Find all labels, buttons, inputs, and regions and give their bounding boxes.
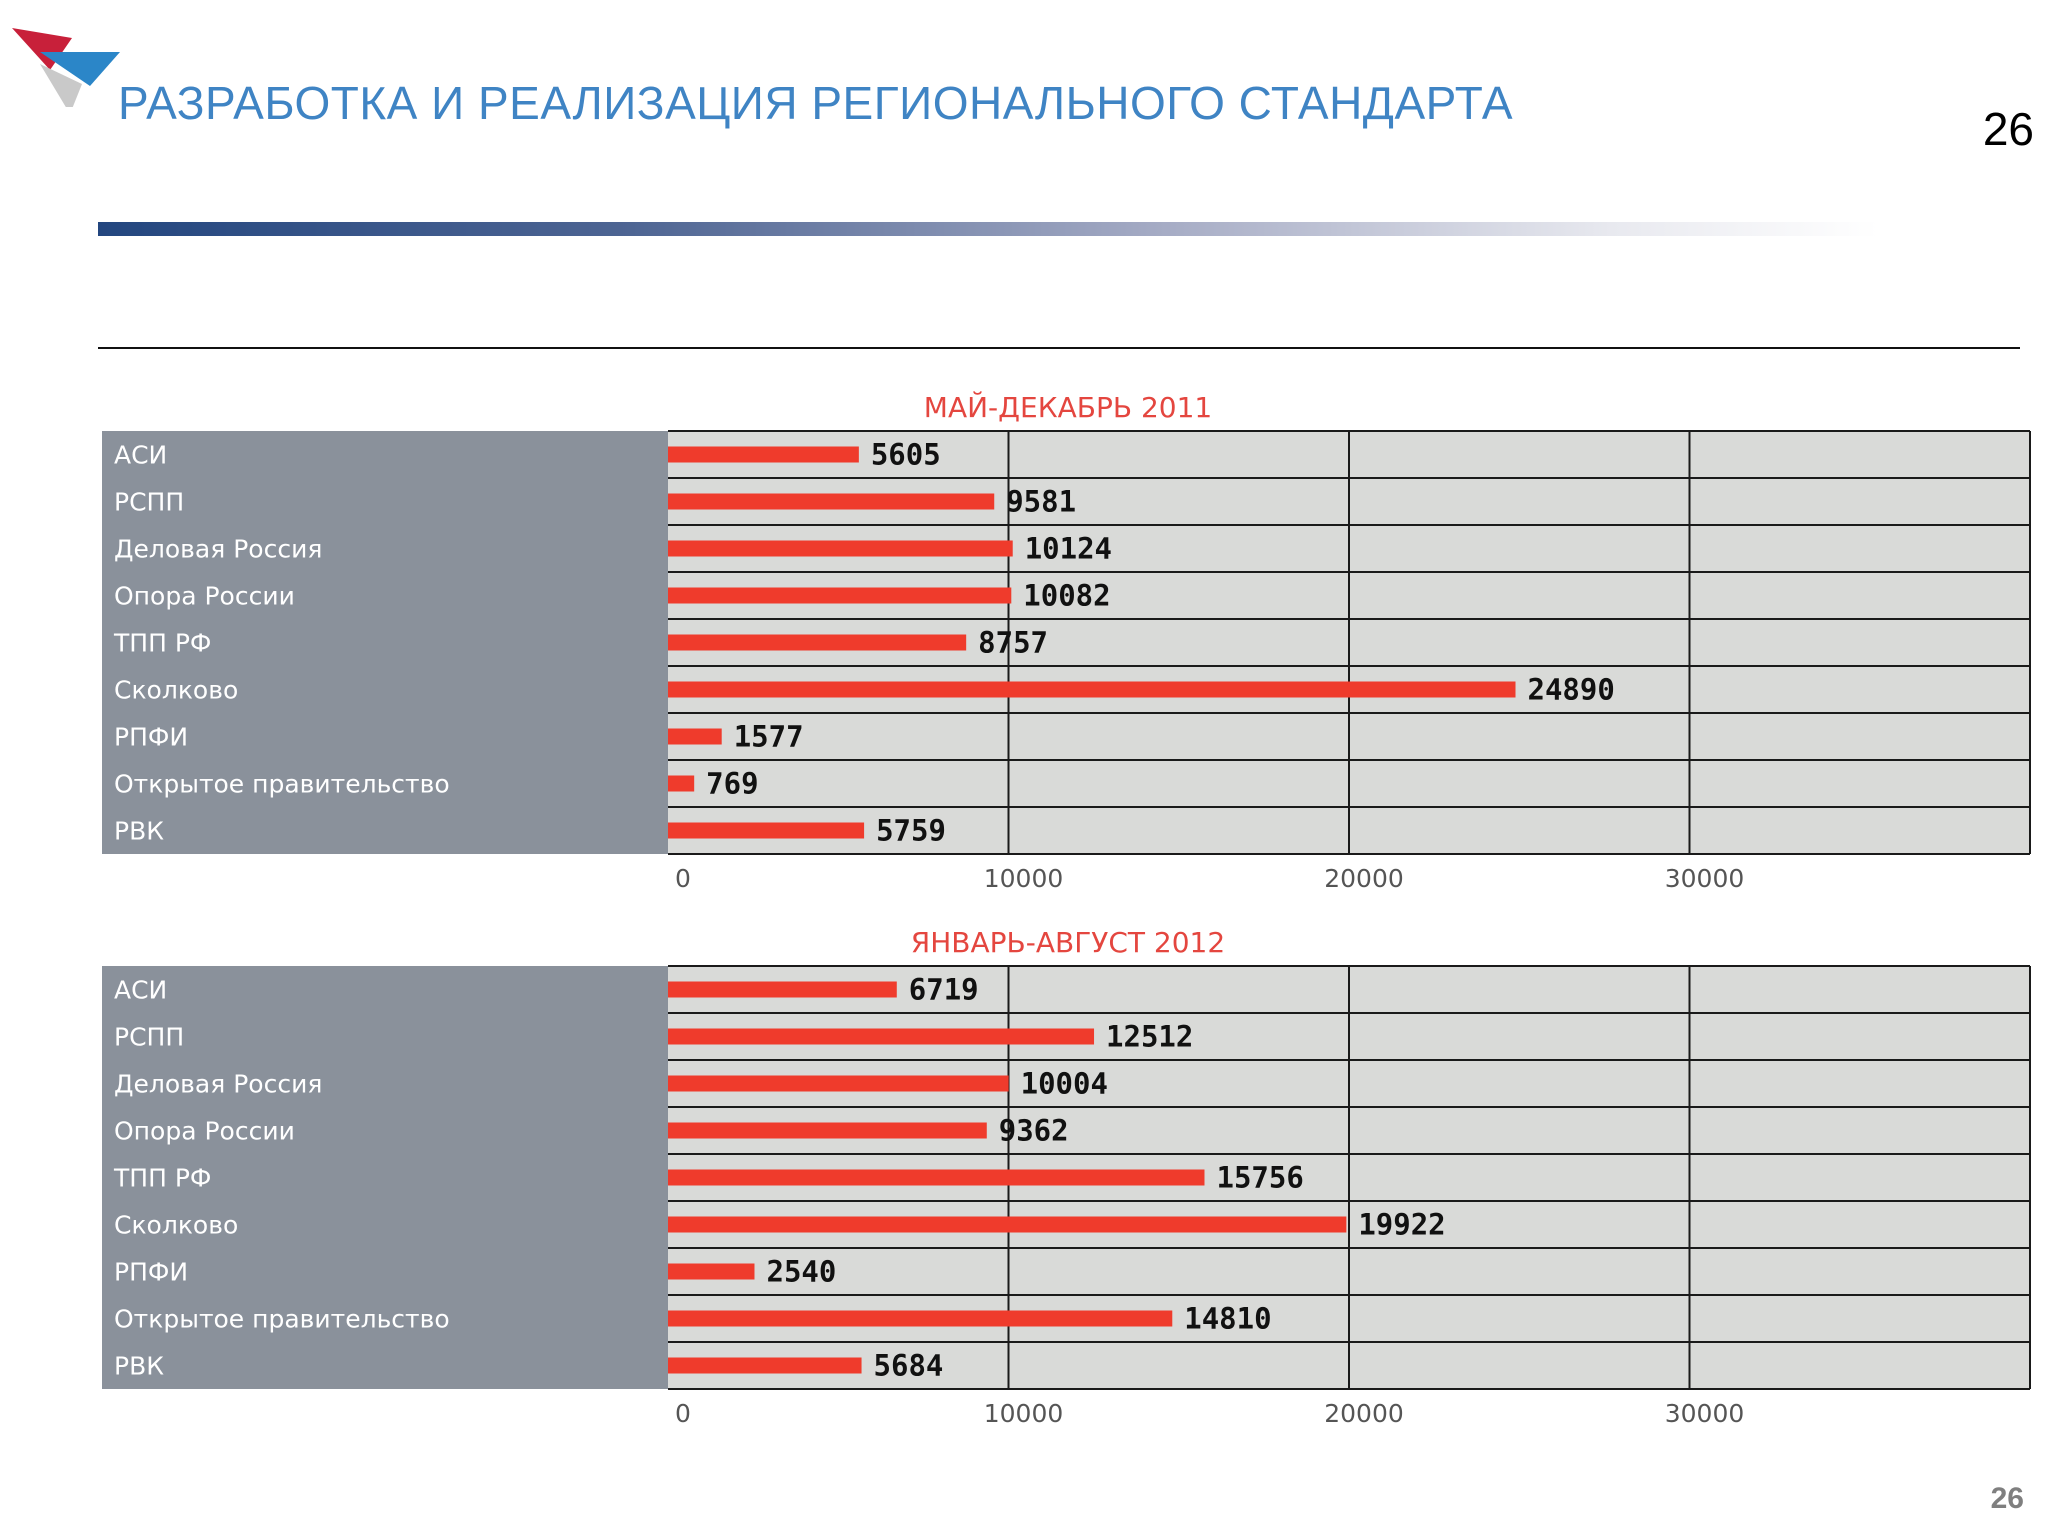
bar [668, 1263, 755, 1280]
bar [668, 1122, 987, 1139]
x-tick-label: 20000 [1324, 864, 1404, 893]
data-label: 19922 [1358, 1208, 1445, 1242]
category-label: РСПП [114, 1023, 184, 1052]
data-label: 10004 [1021, 1067, 1108, 1101]
category-label: РВК [114, 817, 164, 846]
category-label: РСПП [114, 488, 184, 517]
category-label: Сколково [114, 676, 238, 705]
bar [668, 728, 722, 745]
category-label: ТПП РФ [113, 629, 211, 658]
title-gradient-divider [98, 222, 1878, 236]
category-label: АСИ [114, 441, 167, 470]
data-label: 14810 [1184, 1302, 1271, 1336]
bar [668, 1075, 1009, 1092]
bar [668, 493, 995, 510]
page-number: 26 [1982, 103, 2034, 155]
category-label: Сколково [114, 1211, 238, 1240]
data-label: 12512 [1106, 1020, 1193, 1054]
category-label: Открытое правительство [114, 1305, 450, 1334]
bar [668, 634, 967, 651]
bar [668, 446, 859, 463]
x-tick-label: 10000 [984, 1399, 1064, 1428]
bar [668, 1028, 1095, 1045]
bar [668, 981, 897, 998]
category-label: ТПП РФ [113, 1164, 211, 1193]
category-label: Открытое правительство [114, 770, 450, 799]
category-label-panel [102, 966, 668, 1389]
bar-chart-jan-aug-2012: ЯНВАРЬ-АВГУСТ 2012 АСИ 6719 РСПП 12512 Делова… [102, 926, 2031, 1428]
data-label: 5605 [871, 438, 941, 472]
data-label: 2540 [766, 1255, 836, 1289]
data-label: 9362 [999, 1114, 1069, 1148]
category-label: Опора России [114, 582, 295, 611]
data-label: 6719 [909, 973, 979, 1007]
x-tick-label: 30000 [1665, 1399, 1745, 1428]
category-label: РПФИ [114, 1258, 188, 1287]
page-number-footer: 26 [1990, 1482, 2024, 1515]
content-divider [98, 347, 2020, 349]
data-label: 24890 [1528, 673, 1615, 707]
category-label: Деловая Россия [114, 535, 322, 564]
bar-chart-may-dec-2011: МАЙ-ДЕКАБРЬ 2011 АСИ 5605 РСПП 9581 Деловая Р… [102, 390, 2031, 893]
category-label: Деловая Россия [114, 1070, 322, 1099]
data-label: 5684 [874, 1349, 944, 1383]
slide-title: РАЗРАБОТКА И РЕАЛИЗАЦИЯ РЕГИОНАЛЬНОГО СТ… [118, 77, 1514, 129]
data-label: 9581 [1006, 485, 1076, 519]
data-label: 5759 [876, 814, 946, 848]
x-tick-label: 0 [675, 1399, 691, 1428]
category-label: АСИ [114, 976, 167, 1005]
data-label: 1577 [734, 720, 804, 754]
x-tick-label: 0 [675, 864, 691, 893]
data-label: 769 [706, 767, 758, 801]
bar [668, 1310, 1173, 1327]
logo-icon [12, 28, 120, 107]
x-tick-label: 30000 [1665, 864, 1745, 893]
bar [668, 822, 865, 839]
bar [668, 1216, 1347, 1233]
category-label: РПФИ [114, 723, 188, 752]
bar [668, 775, 695, 792]
category-label: РВК [114, 1352, 164, 1381]
chart-title: ЯНВАРЬ-АВГУСТ 2012 [911, 926, 1225, 959]
category-label: Опора России [114, 1117, 295, 1146]
bar [668, 587, 1012, 604]
data-label: 15756 [1216, 1161, 1303, 1195]
category-label-panel [102, 431, 668, 854]
data-label: 10082 [1023, 579, 1110, 613]
bar [668, 1169, 1205, 1186]
bar [668, 681, 1516, 698]
bar [668, 540, 1013, 557]
data-label: 10124 [1025, 532, 1112, 566]
x-tick-label: 20000 [1324, 1399, 1404, 1428]
x-tick-label: 10000 [984, 864, 1064, 893]
chart-title: МАЙ-ДЕКАБРЬ 2011 [924, 390, 1212, 424]
data-label: 8757 [978, 626, 1048, 660]
bar [668, 1357, 862, 1374]
